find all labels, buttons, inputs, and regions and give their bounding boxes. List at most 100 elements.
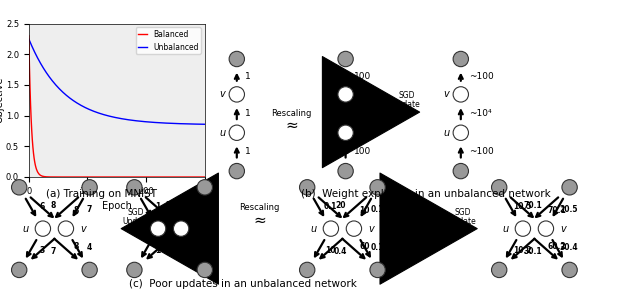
Text: 10.2: 10.2 xyxy=(513,246,531,255)
Ellipse shape xyxy=(453,163,468,179)
Text: 8: 8 xyxy=(74,242,79,251)
Text: 70.1: 70.1 xyxy=(524,201,542,210)
Ellipse shape xyxy=(338,125,353,140)
Ellipse shape xyxy=(58,221,74,236)
Ellipse shape xyxy=(229,51,244,67)
Text: 20.5: 20.5 xyxy=(559,205,578,214)
Text: 0.1: 0.1 xyxy=(370,243,383,253)
Text: 1: 1 xyxy=(202,243,207,253)
Text: 10: 10 xyxy=(359,206,370,215)
Text: 1: 1 xyxy=(155,246,160,255)
Ellipse shape xyxy=(229,87,244,102)
Text: 30.1: 30.1 xyxy=(524,247,542,256)
Text: 100: 100 xyxy=(354,148,371,156)
Ellipse shape xyxy=(12,262,27,278)
Text: v: v xyxy=(560,224,566,234)
Text: Update: Update xyxy=(122,217,150,226)
Text: 1: 1 xyxy=(189,206,195,215)
Legend: Balanced, Unbalanced: Balanced, Unbalanced xyxy=(136,27,201,54)
Text: Update: Update xyxy=(449,217,476,226)
Text: 1: 1 xyxy=(245,109,251,118)
Text: (b)  Weight explosion in an unbalanced network: (b) Weight explosion in an unbalanced ne… xyxy=(301,189,550,199)
Text: 4: 4 xyxy=(86,243,92,253)
Text: 60.2: 60.2 xyxy=(547,242,566,251)
Ellipse shape xyxy=(197,262,212,278)
Ellipse shape xyxy=(197,180,212,195)
Ellipse shape xyxy=(127,180,142,195)
Ellipse shape xyxy=(370,262,385,278)
Text: 0.1: 0.1 xyxy=(323,202,337,211)
Ellipse shape xyxy=(370,180,385,195)
Text: (c)  Poor updates in an unbalanced network: (c) Poor updates in an unbalanced networ… xyxy=(129,279,357,289)
Text: u: u xyxy=(138,224,144,234)
Text: u: u xyxy=(443,128,449,138)
Ellipse shape xyxy=(562,262,577,278)
Ellipse shape xyxy=(515,221,531,236)
Text: v: v xyxy=(328,89,334,99)
Text: ~10⁴: ~10⁴ xyxy=(469,109,492,118)
Text: v: v xyxy=(195,224,201,234)
Text: 1: 1 xyxy=(245,72,251,81)
Text: 7: 7 xyxy=(50,247,56,256)
Text: u: u xyxy=(22,224,29,234)
Ellipse shape xyxy=(12,180,27,195)
Text: 2: 2 xyxy=(165,201,171,210)
Text: v: v xyxy=(444,89,449,99)
Ellipse shape xyxy=(35,221,51,236)
Text: 3: 3 xyxy=(40,246,45,255)
Ellipse shape xyxy=(538,221,554,236)
Ellipse shape xyxy=(323,221,339,236)
Text: Rescaling: Rescaling xyxy=(239,204,280,212)
Ellipse shape xyxy=(150,221,166,236)
Ellipse shape xyxy=(127,262,142,278)
Text: v: v xyxy=(80,224,86,234)
Ellipse shape xyxy=(300,262,315,278)
Ellipse shape xyxy=(173,221,189,236)
Ellipse shape xyxy=(562,180,577,195)
Ellipse shape xyxy=(229,163,244,179)
Ellipse shape xyxy=(453,51,468,67)
Text: u: u xyxy=(219,128,225,138)
Text: 1: 1 xyxy=(202,205,207,214)
Ellipse shape xyxy=(492,262,507,278)
Text: u: u xyxy=(310,224,317,234)
Ellipse shape xyxy=(338,163,353,179)
Text: 70.1: 70.1 xyxy=(547,206,566,215)
Text: 20: 20 xyxy=(335,201,346,210)
Ellipse shape xyxy=(82,262,97,278)
Ellipse shape xyxy=(346,221,362,236)
Text: Rescaling: Rescaling xyxy=(271,109,312,118)
Text: SGD: SGD xyxy=(454,208,470,217)
Text: 6: 6 xyxy=(40,202,45,211)
Text: v: v xyxy=(220,89,225,99)
Ellipse shape xyxy=(453,125,468,140)
Text: 1: 1 xyxy=(155,202,160,211)
Text: 10.5: 10.5 xyxy=(513,202,531,211)
Ellipse shape xyxy=(229,125,244,140)
Text: ~100: ~100 xyxy=(469,72,494,81)
Text: Update: Update xyxy=(392,100,420,109)
Text: 0.4: 0.4 xyxy=(334,247,348,256)
Text: 10⁻⁴: 10⁻⁴ xyxy=(354,109,374,118)
Text: 1: 1 xyxy=(245,148,251,156)
Text: 100: 100 xyxy=(354,72,371,81)
Text: u: u xyxy=(502,224,509,234)
X-axis label: Epoch: Epoch xyxy=(102,201,132,211)
Y-axis label: Objective: Objective xyxy=(0,77,4,124)
Text: $\approx$: $\approx$ xyxy=(251,212,268,227)
Text: v: v xyxy=(368,224,374,234)
Text: 6: 6 xyxy=(189,242,195,251)
Ellipse shape xyxy=(338,87,353,102)
Text: 8: 8 xyxy=(74,206,79,215)
Text: ~100: ~100 xyxy=(469,148,494,156)
Ellipse shape xyxy=(300,180,315,195)
Text: 7: 7 xyxy=(86,205,92,214)
Ellipse shape xyxy=(492,180,507,195)
Ellipse shape xyxy=(453,87,468,102)
Text: u: u xyxy=(328,128,334,138)
Text: 4: 4 xyxy=(165,247,171,256)
Text: 60: 60 xyxy=(359,242,370,251)
Text: SGD: SGD xyxy=(128,208,144,217)
Text: $\approx$: $\approx$ xyxy=(283,117,300,131)
Text: 30.4: 30.4 xyxy=(559,243,578,253)
